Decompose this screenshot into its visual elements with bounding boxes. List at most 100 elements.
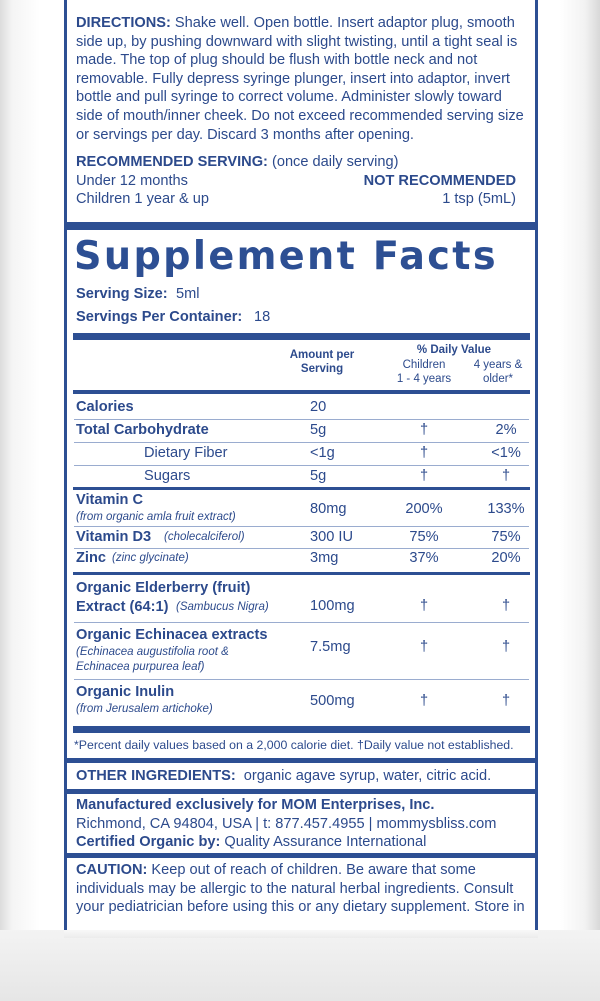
row-divider (74, 442, 529, 443)
nutrient-amount: 100mg (310, 598, 355, 614)
header-daily-value: % Daily Value (416, 344, 492, 356)
dv-older: † (501, 693, 511, 709)
nutrient-source: (Sambucus Nigra) (176, 601, 269, 613)
serving-size-value: 5ml (176, 286, 200, 302)
nutrient-name: Organic Echinacea extracts (76, 627, 268, 643)
nutrient-name: Dietary Fiber (144, 445, 228, 461)
nutrient-amount: 80mg (310, 501, 347, 517)
certification-label: Certified Organic by: (76, 834, 221, 851)
serving-amount: 1 tsp (5mL) (442, 191, 516, 208)
nutrient-source: (cholecalciferol) (164, 531, 245, 543)
header-amount: Amount per Serving (282, 348, 362, 376)
row-divider (74, 679, 529, 680)
dv-children: † (419, 693, 429, 709)
nutrient-name: Sugars (144, 468, 191, 484)
section-divider (67, 853, 535, 858)
nutrient-source: (from Jerusalem artichoke) (76, 703, 213, 715)
header-older-line2: older* (482, 373, 514, 385)
serving-size: Serving Size: 5ml (76, 286, 200, 302)
header-children: Children 1 - 4 years (384, 358, 464, 386)
dv-older: 20% (491, 550, 521, 566)
section-rule (73, 572, 530, 575)
nutrient-source: (from organic amla fruit extract) (76, 511, 236, 523)
nutrient-amount: <1g (310, 445, 335, 461)
daily-value-footnote: *Percent daily values based on a 2,000 c… (74, 738, 514, 752)
directions-label: DIRECTIONS: (76, 15, 171, 31)
section-rule (73, 487, 530, 490)
nutrient-amount: 3mg (310, 550, 339, 566)
servings-per-container: Servings Per Container: 18 (76, 309, 270, 325)
dv-children: † (419, 639, 429, 655)
row-divider (74, 548, 529, 549)
row-divider (74, 465, 529, 466)
row-divider (74, 419, 529, 420)
nutrient-amount: 7.5mg (310, 639, 351, 655)
dv-children: † (419, 468, 429, 484)
servings-label: Servings Per Container: (76, 309, 243, 325)
nutrient-name: Total Carbohydrate (76, 422, 209, 438)
caution-text: Keep out of reach of children. Be aware … (76, 862, 525, 916)
header-older-line1: 4 years & (473, 359, 523, 371)
box-edge-shadow (0, 930, 600, 1001)
nutrient-source-line2: Echinacea purpurea leaf) (76, 661, 205, 673)
recommended-serving-label: RECOMMENDED SERVING: (76, 154, 268, 170)
manufacturer-info: Manufactured exclusively for MOM Enterpr… (76, 796, 532, 852)
nutrient-name: Organic Elderberry (fruit) (76, 580, 251, 596)
facts-top-rule (67, 222, 535, 230)
nutrient-amount: 5g (310, 422, 327, 438)
facts-bottom-rule (73, 726, 530, 733)
header-children-line1: Children (402, 359, 446, 371)
dv-older: † (501, 598, 511, 614)
nutrient-name: Vitamin D3 (76, 529, 152, 545)
nutrient-name-line2: Extract (64:1) (76, 599, 169, 615)
dv-children: † (419, 422, 429, 438)
directions-paragraph: DIRECTIONS: Shake well. Open bottle. Ins… (76, 14, 531, 144)
nutrient-name: Vitamin C (76, 492, 144, 508)
section-divider (67, 789, 535, 794)
nutrient-amount: 20 (310, 399, 327, 415)
dv-older: † (501, 468, 511, 484)
section-divider (67, 758, 535, 763)
nutrient-name: Zinc (76, 550, 106, 566)
row-divider (74, 622, 529, 623)
nutrient-name: Organic Inulin (76, 684, 175, 700)
dv-older: † (501, 639, 511, 655)
nutrient-source: (Echinacea augustifolia root & (76, 646, 229, 658)
dv-children: 200% (405, 501, 443, 517)
dv-children: † (419, 598, 429, 614)
dv-older: 133% (487, 501, 525, 517)
caution-label: CAUTION: (76, 862, 148, 878)
header-amount-line2: Serving (300, 363, 344, 375)
nutrient-amount: 500mg (310, 693, 355, 709)
serving-amount: NOT RECOMMENDED (363, 172, 516, 189)
facts-title: Supplement Facts (74, 234, 498, 279)
dv-children: † (419, 445, 429, 461)
nutrient-amount: 300 IU (310, 529, 353, 545)
manufacturer-address: Richmond, CA 94804, USA | t: 877.457.495… (76, 815, 497, 832)
serving-row: Under 12 months NOT RECOMMENDED (76, 172, 516, 191)
nutrient-name: Calories (76, 399, 134, 415)
dv-children: 37% (409, 550, 439, 566)
caution-paragraph: CAUTION: Keep out of reach of children. … (76, 861, 532, 917)
other-ingredients-text: organic agave syrup, water, citric acid. (243, 768, 492, 784)
recommended-serving: RECOMMENDED SERVING: (once daily serving… (76, 153, 516, 209)
servings-value: 18 (254, 309, 271, 325)
certification-body: Quality Assurance International (224, 834, 427, 851)
facts-header-rule (73, 390, 530, 394)
dv-older: 2% (495, 422, 517, 438)
manufacturer-line: Manufactured exclusively for MOM Enterpr… (76, 797, 435, 813)
nutrient-row: Vitamin C (from organic amla fruit extra… (76, 492, 531, 528)
facts-thick-rule (73, 333, 530, 340)
dv-older: 75% (491, 529, 521, 545)
serving-size-label: Serving Size: (76, 286, 168, 302)
other-ingredients-label: OTHER INGREDIENTS: (76, 768, 236, 784)
directions-text: Shake well. Open bottle. Insert adaptor … (76, 15, 524, 143)
nutrient-source: (zinc glycinate) (112, 552, 189, 564)
dv-older: <1% (491, 445, 521, 461)
header-children-line2: 1 - 4 years (396, 373, 452, 385)
serving-row: Children 1 year & up 1 tsp (5mL) (76, 190, 516, 209)
other-ingredients: OTHER INGREDIENTS: organic agave syrup, … (76, 767, 532, 786)
nutrient-amount: 5g (310, 468, 327, 484)
row-divider (74, 526, 529, 527)
serving-who: Under 12 months (76, 172, 188, 189)
